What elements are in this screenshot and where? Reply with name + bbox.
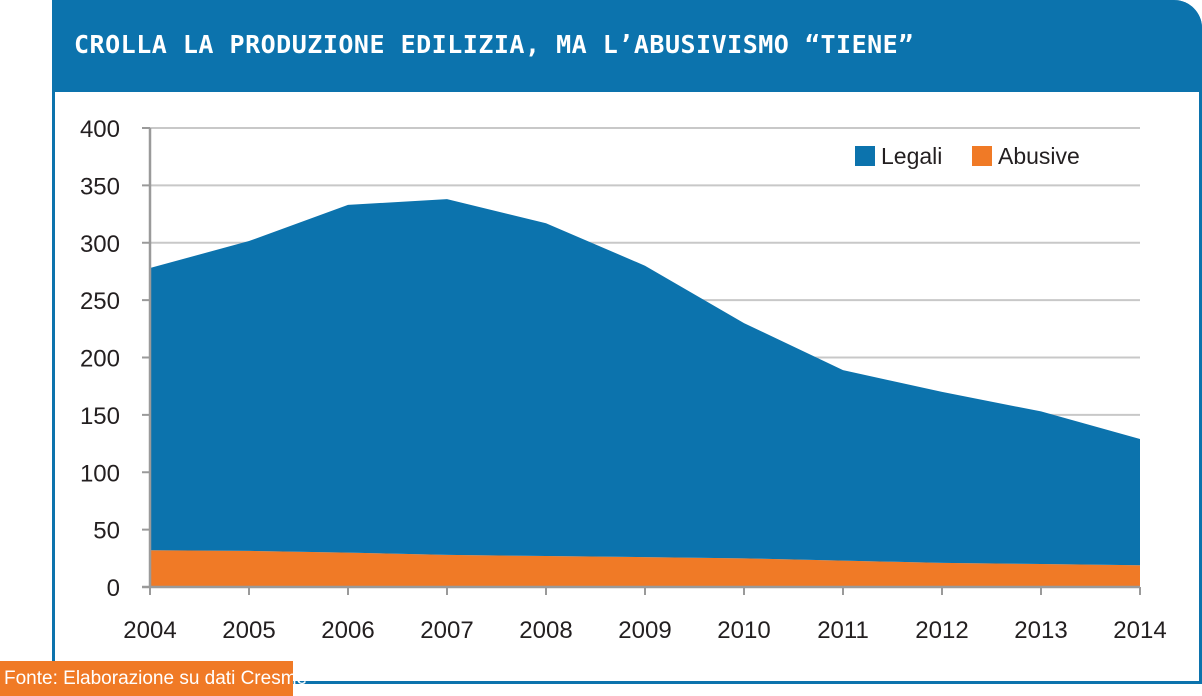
y-tick-label-300: 300 <box>80 231 120 258</box>
y-tick-label-250: 250 <box>80 288 120 315</box>
y-tick-label-100: 100 <box>80 460 120 487</box>
chart-header <box>52 0 1202 92</box>
legend-label-legali: Legali <box>881 143 942 169</box>
area-abusive <box>150 550 1140 587</box>
x-tick-label-2006: 2006 <box>321 617 374 644</box>
x-tick-label-2005: 2005 <box>222 617 275 644</box>
x-tick-label-2004: 2004 <box>123 617 176 644</box>
x-tick-label-2014: 2014 <box>1113 617 1166 644</box>
chart-axes <box>142 127 1141 595</box>
x-tick-label-2007: 2007 <box>420 617 473 644</box>
chart-areas <box>150 199 1140 587</box>
source-note: Fonte: Elaborazione su dati Cresme <box>0 661 307 696</box>
y-tick-label-200: 200 <box>80 346 120 373</box>
x-tick-label-2012: 2012 <box>915 617 968 644</box>
x-tick-label-2011: 2011 <box>817 617 869 644</box>
legend: Legali Abusive <box>855 143 1080 169</box>
y-tick-label-50: 50 <box>93 518 120 545</box>
legend-swatch-abusive <box>972 146 992 166</box>
y-tick-label-350: 350 <box>80 173 120 200</box>
x-tick-label-2008: 2008 <box>519 617 572 644</box>
y-tick-label-400: 400 <box>80 116 120 143</box>
area-legali <box>150 199 1140 566</box>
x-tick-label-2010: 2010 <box>717 617 770 644</box>
legend-label-abusive: Abusive <box>998 143 1080 169</box>
y-tick-labels: 0 50 100 150 200 250 300 350 400 <box>80 116 120 602</box>
x-tick-labels: 2004 2005 2006 2007 2008 2009 2010 2011 2012 2013… <box>123 617 1166 644</box>
y-tick-label-0: 0 <box>107 575 120 602</box>
y-tick-label-150: 150 <box>80 403 120 430</box>
x-tick-label-2013: 2013 <box>1014 617 1067 644</box>
legend-swatch-legali <box>855 146 875 166</box>
x-tick-label-2009: 2009 <box>618 617 671 644</box>
chart-title: CROLLA LA PRODUZIONE EDILIZIA, MA L’ABUS… <box>74 30 914 59</box>
